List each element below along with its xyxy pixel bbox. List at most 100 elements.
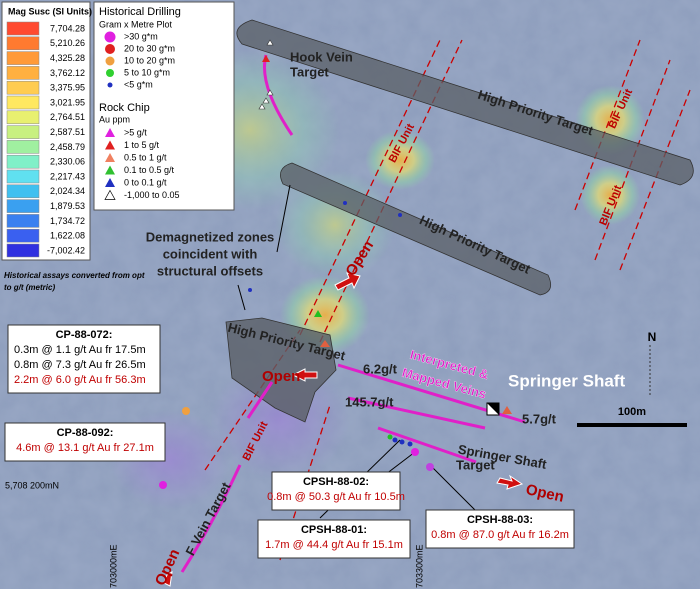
grid-label: 703300mE: [414, 544, 424, 588]
drill-item: >30 g*m: [124, 31, 158, 41]
rock-symbol: [105, 165, 115, 175]
mag-value: 2,458.79: [50, 142, 85, 152]
rock-item: 0.1 to 0.5 g/t: [124, 165, 175, 175]
demag-label: Demagnetized zones: [146, 229, 275, 244]
callout-line: 0.3m @ 1.1 g/t Au fr 17.5m: [14, 344, 146, 356]
assay-note: Historical assays converted from opt: [4, 271, 145, 280]
samples: [159, 39, 512, 489]
arrows: [163, 272, 524, 587]
mag-swatch: [6, 214, 40, 228]
grade-label: 145.7g/t: [345, 394, 394, 409]
callout-box: [7, 324, 161, 394]
drill-legend-box: [93, 1, 235, 211]
mag-value: 2,217.43: [50, 171, 85, 181]
drill-item: 5 to 10 g*m: [124, 67, 170, 77]
mag-value: 4,325.28: [50, 53, 85, 63]
drill-title: Historical Drilling: [99, 6, 181, 18]
hook-label: Target: [290, 64, 329, 79]
mag-value: 2,587.51: [50, 127, 85, 137]
drill-subtitle: Gram x Metre Plot: [99, 19, 173, 29]
north-label: N: [648, 330, 657, 344]
mag-swatch: [6, 243, 40, 258]
rock-symbol: [105, 178, 115, 187]
mag-value: 1,879.53: [50, 201, 85, 211]
mag-value: 2,024.34: [50, 186, 85, 196]
callout-id: CP-88-092:: [57, 427, 114, 439]
rock-symbol: [105, 128, 115, 137]
assay-note: to g/t (metric): [4, 283, 55, 292]
rock-item: 1 to 5 g/t: [124, 140, 160, 150]
rock-symbol: [104, 189, 116, 200]
grade-label: 6.2g/t: [363, 361, 398, 376]
callout-line: 0.8m @ 87.0 g/t Au fr 16.2m: [431, 529, 569, 541]
mag-value: 1,622.08: [50, 231, 85, 241]
mag-swatch: [6, 154, 40, 169]
mag-swatch: [6, 199, 40, 213]
mag-value: -7,002.42: [47, 245, 85, 255]
rock-title: Rock Chip: [99, 102, 150, 114]
target-zone: [236, 19, 694, 186]
mag-swatch: [6, 125, 40, 139]
mag-value: 1,734.72: [50, 216, 85, 226]
mag-swatch: [6, 95, 40, 110]
callout-line: 4.6m @ 13.1 g/t Au fr 27.1m: [16, 442, 154, 454]
mag-swatch: [6, 110, 40, 125]
callout-id: CPSH-88-03:: [467, 514, 533, 526]
target-zone: [225, 317, 337, 423]
callout-line: 2.2m @ 6.0 g/t Au fr 56.3m: [14, 374, 146, 386]
drill-symbol: [106, 69, 114, 77]
mag-swatch: [6, 228, 40, 243]
mag-value: 3,021.95: [50, 97, 85, 107]
rock-symbol: [105, 153, 115, 162]
shaft-target-label: Target: [456, 457, 495, 472]
mag-value: 3,375.95: [50, 83, 85, 93]
callout-box: [271, 471, 401, 511]
shaft-label: Springer Shaft: [508, 371, 625, 390]
mag-swatch: [6, 36, 40, 51]
demag-label: structural offsets: [157, 263, 263, 278]
drill-symbol: [105, 56, 115, 66]
rock-item: >5 g/t: [124, 127, 147, 137]
callout-id: CPSH-88-01:: [301, 524, 367, 536]
mag-value: 2,764.51: [50, 112, 85, 122]
anomaly: [365, 130, 435, 190]
mag-swatch: [6, 184, 40, 199]
grid-label: 5,708 200mN: [5, 480, 59, 490]
mag-swatch: [6, 66, 40, 80]
anomaly: [580, 165, 640, 225]
mag-swatch: [6, 51, 40, 65]
callout-id: CP-88-072:: [56, 329, 113, 341]
grade-label: 5.7g/t: [522, 411, 557, 426]
rock-item: -1,000 to 0.05: [124, 190, 180, 200]
callouts: CP-88-072: 0.3m @ 1.1 g/t Au fr 17.5m 0.8m…: [4, 324, 575, 559]
legends: Mag Susc (SI Units) 7,704.28 5,210.26 4,325…: [1, 1, 235, 292]
callout-line: 0.8m @ 7.3 g/t Au fr 26.5m: [14, 359, 146, 371]
rock-item: 0 to 0.1 g/t: [124, 177, 167, 187]
target-zone: [280, 162, 552, 296]
mag-swatch: [6, 140, 40, 154]
drill-symbol: [105, 44, 115, 54]
drill-symbol: [107, 82, 113, 88]
hook-label: Hook Vein: [290, 49, 353, 64]
mag-swatch: [6, 80, 40, 95]
drill-item: <5 g*m: [124, 79, 153, 89]
callout-box: [425, 509, 575, 549]
scale-bar: [577, 423, 687, 427]
mag-value: 5,210.26: [50, 38, 85, 48]
callout-box: [257, 519, 411, 559]
callout-box: [4, 422, 166, 462]
drill-item: 10 to 20 g*m: [124, 55, 175, 65]
mag-swatch: [6, 21, 40, 36]
rock-item: 0.5 to 1 g/t: [124, 152, 167, 162]
callout-line: 0.8m @ 50.3 g/t Au fr 10.5m: [267, 491, 405, 503]
mag-value: 2,330.06: [50, 157, 85, 167]
mag-value: 7,704.28: [50, 23, 85, 33]
open-label: Open: [262, 368, 300, 385]
grid-label: 703000mE: [108, 544, 118, 588]
scale-label: 100m: [618, 406, 646, 418]
mag-swatch: [6, 169, 40, 184]
mag-value: 3,762.12: [50, 68, 85, 78]
callout-id: CPSH-88-02:: [303, 476, 369, 488]
rock-symbol: [105, 140, 115, 150]
